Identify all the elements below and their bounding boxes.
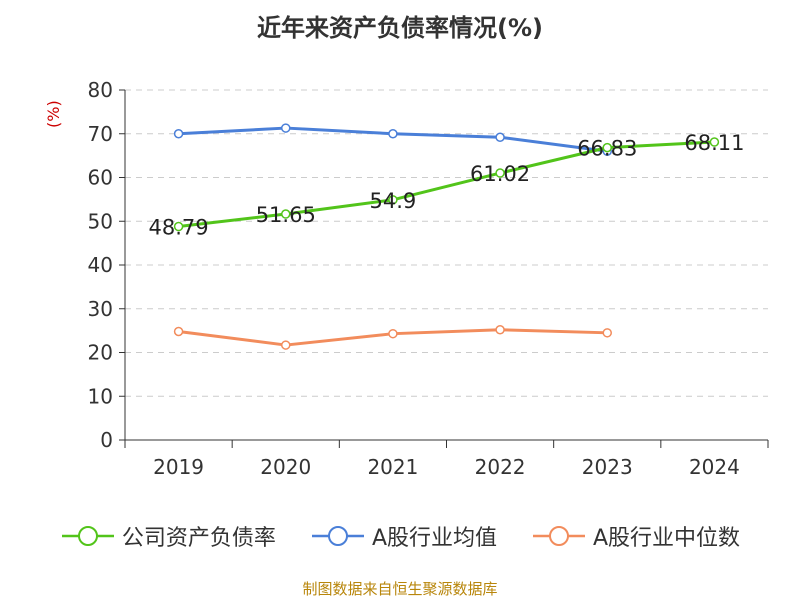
data-point [281,340,291,350]
data-label: 61.02 [470,162,530,186]
y-tick-label: 60 [88,166,113,190]
legend-label: A股行业中位数 [593,526,741,551]
x-tick-label: 2022 [475,455,526,479]
source-note: 制图数据来自恒生聚源数据库 [302,580,498,598]
legend-item[interactable]: A股行业均值 [310,520,497,552]
data-point [388,129,398,139]
x-tick-label: 2019 [153,455,204,479]
data-point [602,328,612,338]
data-point [495,325,505,335]
data-point [173,326,184,337]
y-tick-label: 50 [88,209,113,233]
x-tick-label: 2021 [367,455,418,479]
y-tick-label: 20 [88,341,113,365]
y-tick-label: 0 [100,428,113,452]
data-point [495,168,505,178]
legend-label: 公司资产负债率 [121,526,276,551]
data-point [709,137,720,147]
legend-marker-icon [533,526,585,546]
y-tick-label: 80 [88,78,113,102]
series-line [178,140,715,229]
x-tick-label: 2023 [582,455,633,479]
y-tick-label: 40 [88,253,113,277]
data-label: 51.65 [256,203,316,227]
legend-marker-icon [311,526,364,546]
data-point [388,195,398,205]
y-tick-label: 70 [88,122,113,146]
data-point [602,142,612,153]
data-label: 48.79 [149,216,209,240]
chart-title: 近年来资产负债率情况(%) [257,14,543,42]
data-point [281,209,291,219]
data-label: 68.11 [684,131,744,155]
legend-label: A股行业均值 [371,526,497,551]
data-point [495,132,505,142]
x-tick-label: 2024 [689,455,740,479]
legend: 公司资产负债率 A股行业均值 A股行业中位数 [0,520,800,552]
data-label: 54.9 [370,189,417,213]
legend-item[interactable]: A股行业中位数 [531,520,740,552]
data-point [173,221,184,232]
legend-marker-icon [61,526,114,546]
data-label: 66.83 [577,137,637,161]
legend-item[interactable]: 公司资产负债率 [60,520,276,552]
y-tick-label: 10 [88,384,113,408]
y-tick-label: 30 [88,297,113,321]
data-point [281,123,291,133]
x-tick-label: 2020 [260,455,311,479]
data-point [173,129,184,139]
line-chart: 0 10 20 30 40 50 60 70 80 2019 2020 2021 2022 2023 202… [88,78,769,479]
data-point [388,328,398,339]
